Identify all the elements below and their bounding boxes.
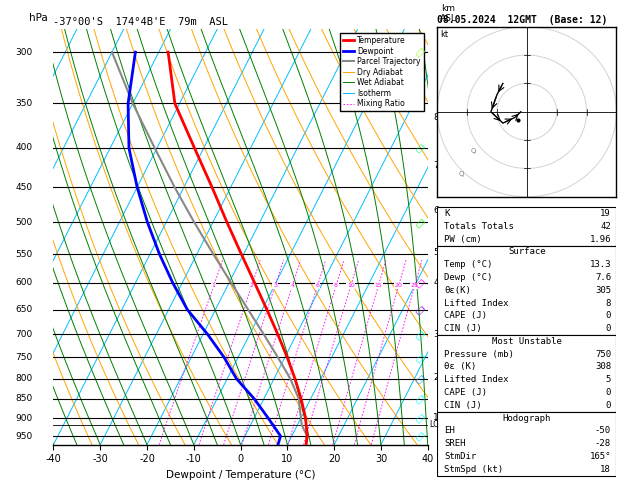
Text: 600: 600 [16,278,33,288]
Text: 850: 850 [16,395,33,403]
Text: Pressure (mb): Pressure (mb) [444,350,514,359]
Text: LCL: LCL [429,420,443,429]
Text: 6: 6 [316,283,320,288]
Text: 450: 450 [16,183,33,191]
Text: StmDir: StmDir [444,452,477,461]
Text: StmSpd (kt): StmSpd (kt) [444,465,503,474]
Bar [437,245,616,335]
Text: 10: 10 [347,283,355,288]
Text: ≫: ≫ [415,393,426,405]
Text: ≫: ≫ [415,352,426,363]
Text: Lifted Index: Lifted Index [444,298,509,308]
Text: Temp (°C): Temp (°C) [444,260,493,269]
Text: 300: 300 [16,48,33,57]
Text: 7.6: 7.6 [595,273,611,282]
Text: -28: -28 [595,439,611,448]
Text: 550: 550 [16,249,33,259]
Text: Dewp (°C): Dewp (°C) [444,273,493,282]
Text: Surface: Surface [508,247,545,257]
Text: 1.96: 1.96 [589,235,611,243]
Text: 8: 8 [606,298,611,308]
Text: Q: Q [470,148,476,155]
Text: 20: 20 [395,283,403,288]
Text: hPa: hPa [29,13,48,23]
Text: 800: 800 [16,374,33,383]
Text: 18: 18 [600,465,611,474]
Text: ≫: ≫ [415,413,426,424]
Text: 750: 750 [595,350,611,359]
Text: 950: 950 [16,432,33,440]
Bar [437,412,616,475]
Text: Most Unstable: Most Unstable [492,337,562,346]
Bar [437,208,616,245]
Text: 42: 42 [600,222,611,231]
Text: Q: Q [459,171,464,177]
Text: 3: 3 [433,330,439,339]
Text: EH: EH [444,426,455,435]
Text: 2: 2 [433,373,439,382]
Text: CAPE (J): CAPE (J) [444,388,487,397]
Text: -37°00'S  174°4B'E  79m  ASL: -37°00'S 174°4B'E 79m ASL [53,17,228,27]
X-axis label: Dewpoint / Temperature (°C): Dewpoint / Temperature (°C) [166,470,315,480]
Bar [437,335,616,412]
Text: θε(K): θε(K) [444,286,471,295]
Text: 4: 4 [291,283,294,288]
Text: km
ASL: km ASL [440,3,457,23]
Text: K: K [444,209,450,218]
Text: 0: 0 [606,401,611,410]
Text: 8: 8 [433,113,439,122]
Text: SREH: SREH [444,439,466,448]
Text: ≫: ≫ [415,431,426,442]
Text: PW (cm): PW (cm) [444,235,482,243]
Text: 0: 0 [606,312,611,320]
Text: kt: kt [440,30,448,38]
Text: CAPE (J): CAPE (J) [444,312,487,320]
Text: 0: 0 [606,388,611,397]
Text: CIN (J): CIN (J) [444,401,482,410]
Text: 1: 1 [433,413,439,422]
Text: 19: 19 [600,209,611,218]
Text: θε (K): θε (K) [444,363,477,371]
Text: ≫: ≫ [415,373,426,384]
Text: 7: 7 [433,161,439,170]
Text: 350: 350 [16,99,33,108]
Text: Lifted Index: Lifted Index [444,375,509,384]
Text: 15: 15 [374,283,382,288]
Text: ≫: ≫ [415,47,426,58]
Text: 700: 700 [16,330,33,339]
Text: 500: 500 [16,218,33,227]
Text: ≫: ≫ [415,142,426,154]
Text: Totals Totals: Totals Totals [444,222,514,231]
Text: 650: 650 [16,305,33,314]
Text: ≫: ≫ [415,278,426,289]
Text: 0: 0 [606,324,611,333]
Text: 305: 305 [595,286,611,295]
Text: 13.3: 13.3 [589,260,611,269]
Text: ≫: ≫ [415,329,426,340]
Text: Mixing Ratio (g/kg): Mixing Ratio (g/kg) [448,218,457,297]
Text: 8: 8 [334,283,338,288]
Text: 5: 5 [606,375,611,384]
Text: 165°: 165° [589,452,611,461]
Text: -50: -50 [595,426,611,435]
Text: 5: 5 [433,248,439,257]
Text: 400: 400 [16,143,33,153]
Text: 308: 308 [595,363,611,371]
Text: 750: 750 [16,353,33,362]
Text: 4: 4 [433,278,439,288]
Text: 08.05.2024  12GMT  (Base: 12): 08.05.2024 12GMT (Base: 12) [437,15,608,25]
Text: ≫: ≫ [415,304,426,315]
Text: 900: 900 [16,414,33,422]
Text: 25: 25 [411,283,419,288]
Legend: Temperature, Dewpoint, Parcel Trajectory, Dry Adiabat, Wet Adiabat, Isotherm, Mi: Temperature, Dewpoint, Parcel Trajectory… [340,33,424,111]
Text: CIN (J): CIN (J) [444,324,482,333]
Text: Hodograph: Hodograph [503,414,551,422]
Text: ≫: ≫ [415,217,426,228]
Text: 1: 1 [212,283,216,288]
Text: 3: 3 [273,283,277,288]
Text: 6: 6 [433,206,439,214]
Text: 2: 2 [250,283,253,288]
